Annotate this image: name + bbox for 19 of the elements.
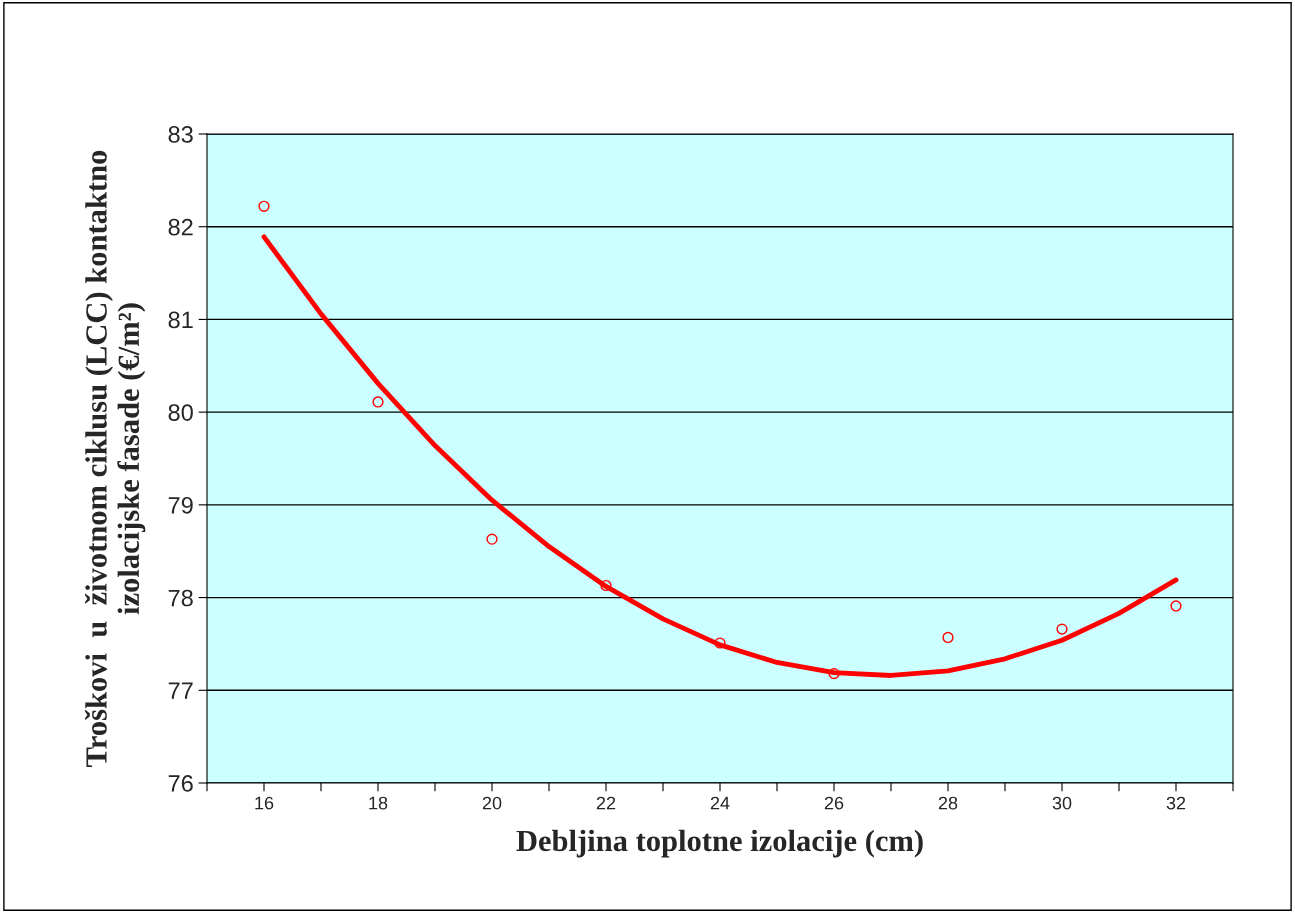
y-axis-title: Troškovi u životnom ciklusu (LCC) kontaktno izolacijske fasade (€/m²) xyxy=(84,150,146,767)
x-tick-label: 18 xyxy=(369,796,388,810)
y-tick-label: 79 xyxy=(168,496,193,514)
x-axis-title: Debljina toplotne izolacije (cm) xyxy=(516,829,923,858)
x-tick-label: 16 xyxy=(255,796,274,810)
x-tick-label: 22 xyxy=(596,796,616,810)
y-tick-label: 76 xyxy=(168,775,193,792)
x-tick-label: 24 xyxy=(710,796,730,810)
y-tick-label: 82 xyxy=(168,218,193,236)
x-tick-label: 28 xyxy=(938,796,958,810)
y-tick-label: 77 xyxy=(168,682,193,699)
x-tick-label: 32 xyxy=(1166,796,1186,810)
y-tick-label: 78 xyxy=(168,589,193,607)
y-tick-label: 80 xyxy=(168,404,193,421)
x-tick-label: 30 xyxy=(1052,796,1072,810)
y-tick-label: 81 xyxy=(168,311,193,329)
y-tick-label: 83 xyxy=(168,126,193,143)
x-tick-label: 20 xyxy=(482,796,502,810)
x-tick-label: 26 xyxy=(824,796,844,810)
